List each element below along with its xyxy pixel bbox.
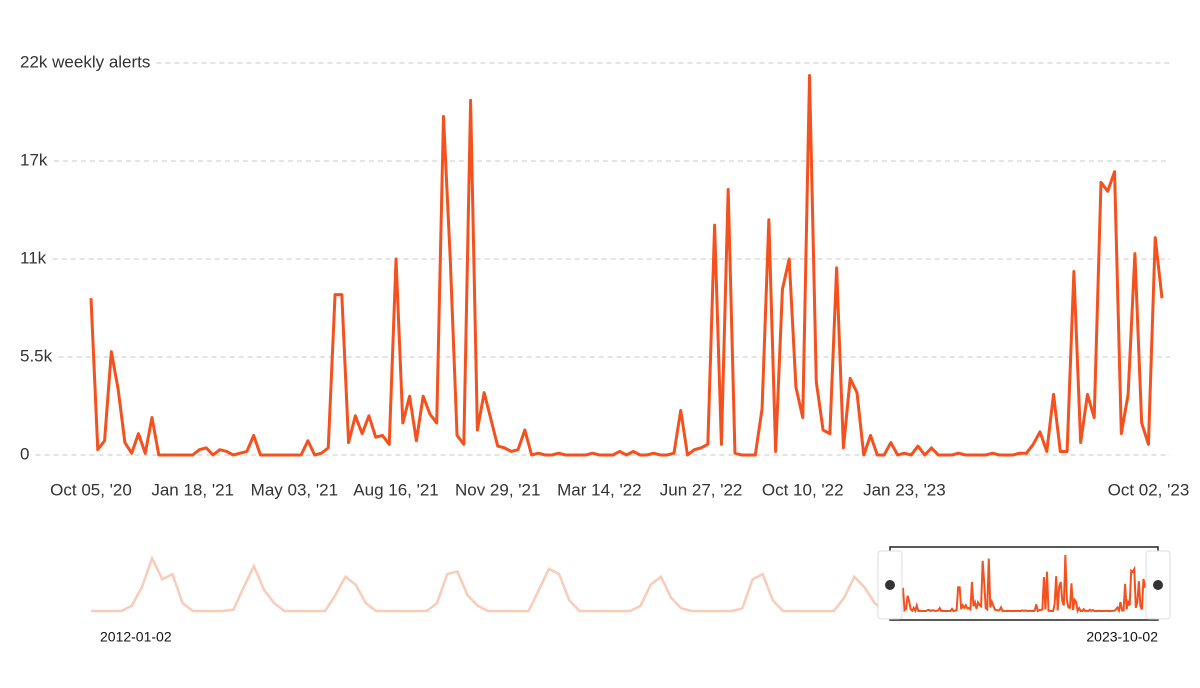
y-tick-label: 17k: [20, 150, 48, 169]
navigator-start-label: 2012-01-02: [100, 629, 172, 645]
series-line: [89, 73, 1164, 457]
x-tick-label: Aug 16, '21: [353, 480, 438, 499]
x-tick-label: Jan 18, '21: [151, 480, 234, 499]
y-tick-label: 5.5k: [20, 346, 53, 365]
x-tick-label: Mar 14, '22: [557, 480, 642, 499]
x-tick-label: May 03, '21: [251, 480, 338, 499]
y-tick-label: 0: [20, 444, 29, 463]
plot: [89, 73, 1164, 457]
x-tick-label: Jan 23, '23: [863, 480, 946, 499]
navigator-handle-dot[interactable]: [885, 580, 895, 590]
x-tick-label: Nov 29, '21: [455, 480, 540, 499]
navigator-history-line: [91, 555, 895, 613]
x-tick-label: Jun 27, '22: [660, 480, 743, 499]
x-tick-label: Oct 05, '20: [50, 480, 132, 499]
navigator-selected-line: [902, 554, 1146, 615]
y-tick-label: 22k weekly alerts: [20, 52, 150, 71]
x-tick-label: Oct 02, '23: [1108, 480, 1190, 499]
navigator[interactable]: 2012-01-02 2023-10-02: [91, 546, 1171, 645]
navigator-end-label: 2023-10-02: [1086, 629, 1158, 645]
grid: 0 5.5k 11k 17k 22k weekly alerts Oct 05, '20 J…: [20, 52, 1189, 499]
y-tick-label: 11k: [20, 248, 47, 267]
x-tick-label: Oct 10, '22: [762, 480, 844, 499]
navigator-handle-dot[interactable]: [1153, 580, 1163, 590]
